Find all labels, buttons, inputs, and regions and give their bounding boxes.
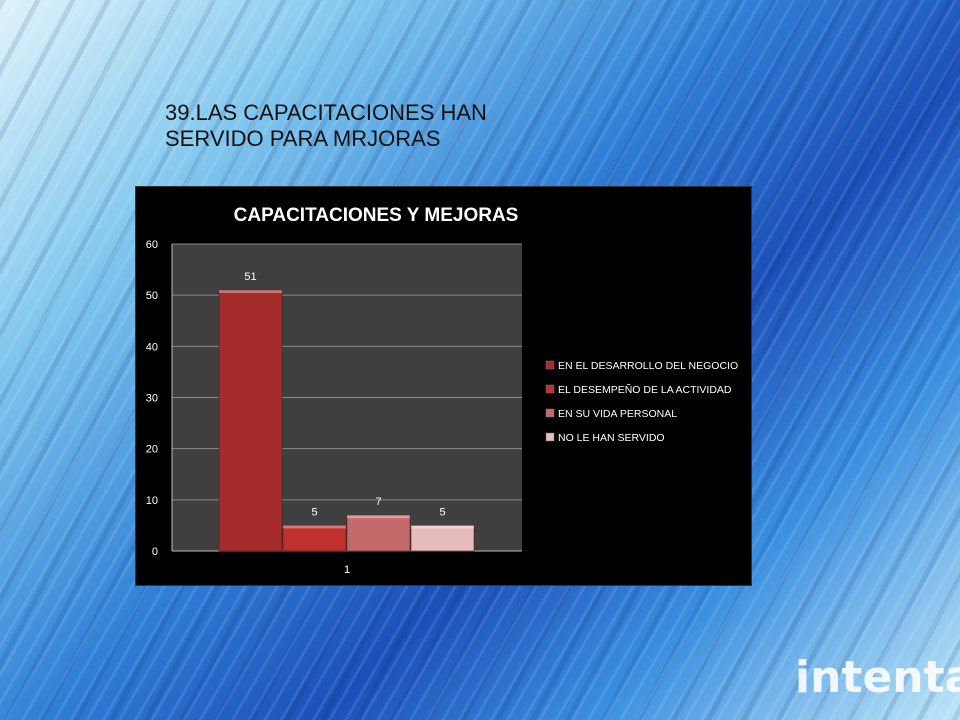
y-tick-label: 10 <box>146 495 158 507</box>
legend-swatch <box>545 384 555 394</box>
data-label: 5 <box>311 506 317 518</box>
legend-swatch <box>545 408 555 418</box>
data-label: 5 <box>439 506 445 518</box>
legend-label: EL DESEMPEÑO DE LA ACTIVIDAD <box>558 383 732 396</box>
bar-highlight <box>411 525 474 529</box>
data-label: 51 <box>244 271 256 283</box>
y-axis-ticks: 0 10 20 30 40 50 60 <box>146 239 158 558</box>
bar-2 <box>282 525 347 552</box>
bar-highlight <box>283 525 346 529</box>
y-tick-label: 60 <box>146 239 158 251</box>
y-tick-label: 30 <box>146 393 158 405</box>
bar-highlight <box>347 515 410 519</box>
bar-chart: CAPACITACIONES Y MEJORAS 0 10 20 30 40 50 60 5… <box>146 205 738 576</box>
slide-title-line-2: SERVIDO PARA MRJORAS <box>165 126 441 151</box>
legend-swatch <box>545 432 555 442</box>
y-tick-label: 50 <box>146 290 158 302</box>
legend: EN EL DESARROLLO DEL NEGOCIO EL DESEMPEÑO… <box>545 360 738 444</box>
slide-title-line-1: 39.LAS CAPACITACIONES HAN <box>165 100 487 125</box>
chart-title: CAPACITACIONES Y MEJORAS <box>234 205 519 226</box>
legend-label: NO LE HAN SERVIDO <box>558 432 665 444</box>
bar-highlight <box>219 290 282 294</box>
legend-label: EN EL DESARROLLO DEL NEGOCIO <box>558 360 738 372</box>
data-label: 7 <box>375 496 381 508</box>
x-axis-ticks: 1 <box>344 564 350 576</box>
bar-4 <box>410 525 475 552</box>
legend-swatch <box>545 360 555 370</box>
y-tick-label: 20 <box>146 444 158 456</box>
bars <box>218 289 475 552</box>
chart-container: CAPACITACIONES Y MEJORAS 0 10 20 30 40 50 60 5… <box>135 186 752 586</box>
y-tick-label: 0 <box>152 546 158 558</box>
data-labels: 51 5 7 5 <box>244 271 445 518</box>
y-tick-label: 40 <box>146 341 158 353</box>
slide-title: 39.LAS CAPACITACIONES HAN SERVIDO PARA M… <box>165 100 585 152</box>
bar-3 <box>346 514 411 552</box>
intenta-logo: intenta <box>795 652 960 703</box>
x-tick-label: 1 <box>344 564 350 576</box>
legend-label: EN SU VIDA PERSONAL <box>558 408 677 420</box>
bar-1 <box>218 289 283 552</box>
